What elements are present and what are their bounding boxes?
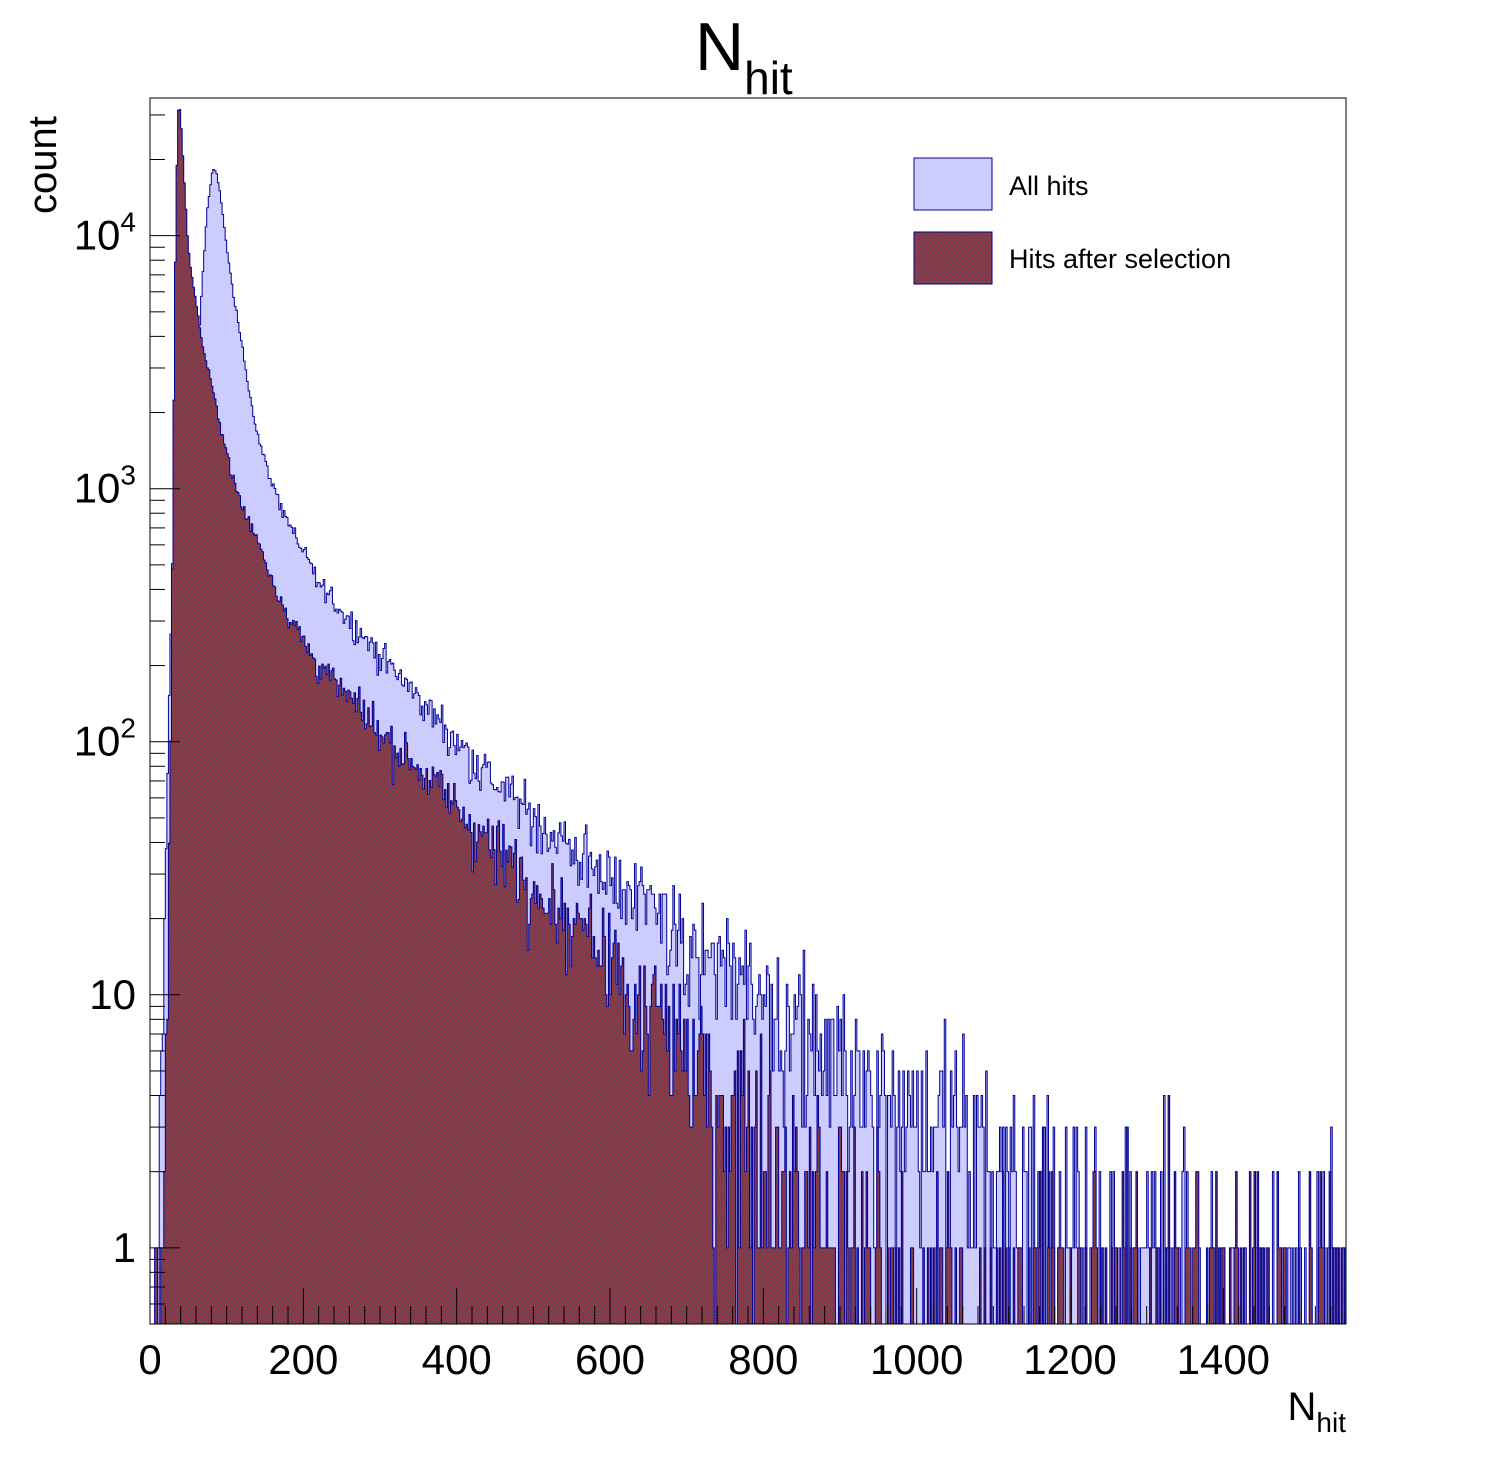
x-tick-label: 1200 <box>1023 1336 1116 1383</box>
legend-swatch-all-hits <box>913 157 993 211</box>
series-hits-after-selection <box>150 109 1346 1324</box>
x-tick-label: 1400 <box>1177 1336 1270 1383</box>
chart-title-sub: hit <box>744 52 793 104</box>
x-tick-label: 600 <box>575 1336 645 1383</box>
y-tick-label: 103 <box>74 460 136 512</box>
chart-title-main: N <box>695 9 744 85</box>
chart-title: Nhit <box>695 9 793 104</box>
y-tick-label: 10 <box>89 971 136 1018</box>
x-tick-label: 800 <box>728 1336 798 1383</box>
x-tick-label: 0 <box>138 1336 161 1383</box>
legend-label-hits-after-selection: Hits after selection <box>1009 244 1231 274</box>
y-axis: 1 10 102 103 104 <box>74 114 180 1325</box>
x-axis-label-main: N <box>1288 1385 1317 1429</box>
legend: All hits Hits after selection <box>913 157 1231 285</box>
legend-label-all-hits: All hits <box>1009 171 1089 201</box>
y-axis-label: count <box>21 116 65 214</box>
x-axis-label: Nhit <box>1288 1385 1347 1438</box>
x-tick-label: 400 <box>422 1336 492 1383</box>
y-tick-label: 104 <box>74 207 136 259</box>
plot-area <box>150 109 1346 1324</box>
x-axis-label-sub: hit <box>1316 1407 1346 1438</box>
y-tick-label: 102 <box>74 713 136 765</box>
legend-swatch-hits-after-selection <box>913 231 993 285</box>
x-axis: 0 200 400 600 800 1000 1200 1400 <box>138 1288 1332 1383</box>
y-tick-label: 1 <box>113 1224 136 1271</box>
x-tick-label: 1000 <box>870 1336 963 1383</box>
x-tick-label: 200 <box>268 1336 338 1383</box>
